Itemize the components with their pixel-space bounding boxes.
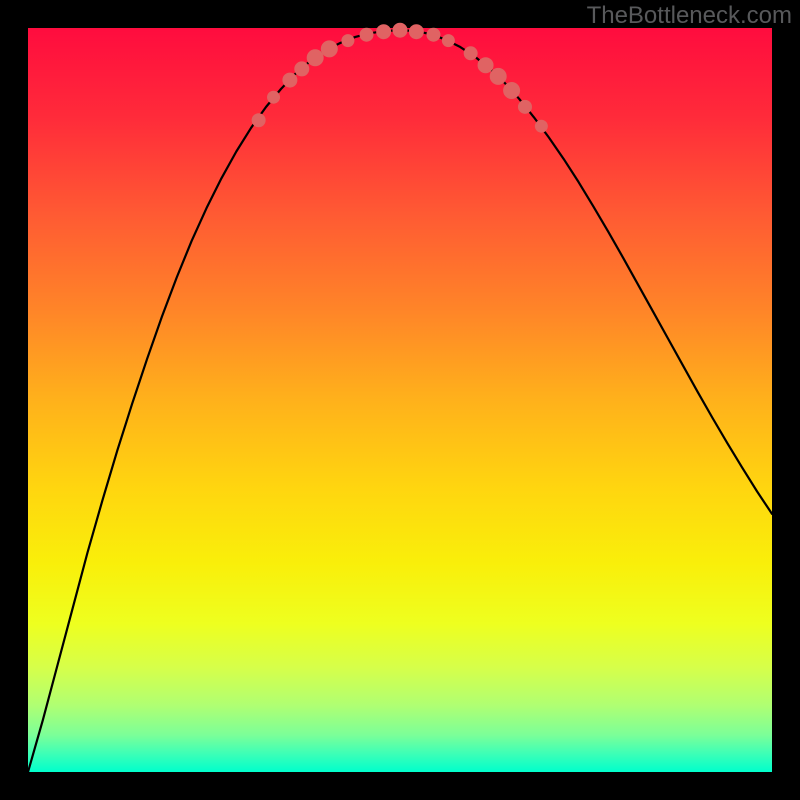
marker-dot bbox=[342, 35, 354, 47]
marker-dot bbox=[409, 25, 423, 39]
marker-dot bbox=[377, 25, 391, 39]
plot-background bbox=[28, 28, 772, 772]
marker-dot bbox=[427, 28, 440, 41]
marker-dot bbox=[393, 23, 407, 37]
marker-dot bbox=[360, 28, 373, 41]
chart-frame: TheBottleneck.com bbox=[0, 0, 800, 800]
marker-dot bbox=[283, 73, 297, 87]
marker-dot bbox=[464, 47, 477, 60]
marker-dot bbox=[535, 120, 547, 132]
marker-dot bbox=[518, 100, 531, 113]
marker-dot bbox=[490, 68, 506, 84]
marker-dot bbox=[478, 58, 493, 73]
marker-dot bbox=[442, 35, 454, 47]
marker-dot bbox=[252, 114, 265, 127]
marker-dot bbox=[295, 62, 309, 76]
marker-dot bbox=[268, 91, 280, 103]
marker-dot bbox=[307, 50, 323, 66]
bottleneck-chart bbox=[0, 0, 800, 800]
marker-dot bbox=[321, 41, 337, 57]
marker-dot bbox=[504, 83, 520, 99]
